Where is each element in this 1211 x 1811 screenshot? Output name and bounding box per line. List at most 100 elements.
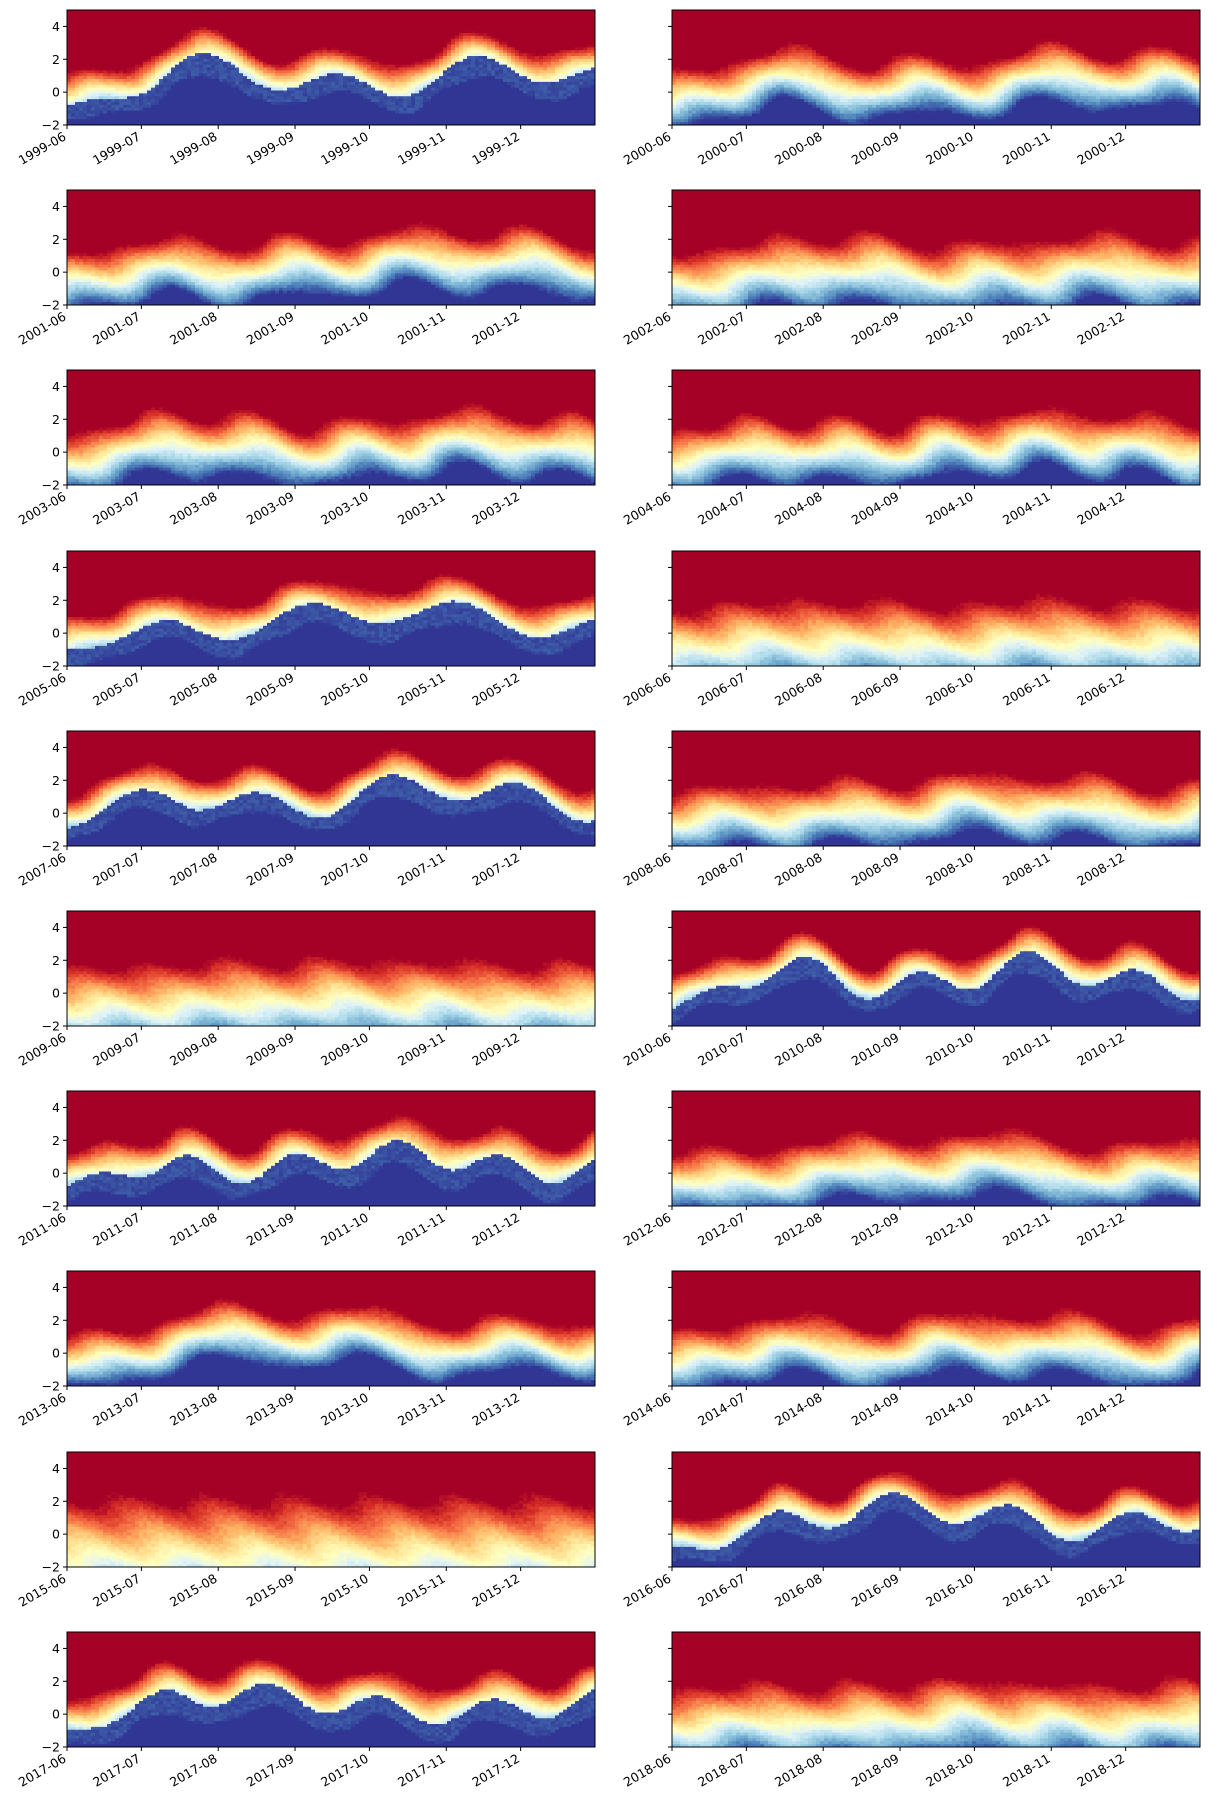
x-tick-label: 2000-12: [1074, 129, 1127, 168]
y-tick-label: 2: [52, 52, 60, 67]
x-tick-label: 2002-10: [923, 309, 976, 348]
heatmap-2012: [672, 1091, 1201, 1207]
x-tick-label: 1999-07: [90, 129, 143, 168]
panel-2000: 2000-06 2000-07 2000-08 2000-09 2000-10 2000-…: [621, 10, 1201, 168]
x-tick-label: 2018-09: [849, 1751, 902, 1790]
x-tick-label: 2004-10: [923, 489, 976, 528]
y-tick-label: 4: [52, 1280, 60, 1295]
x-tick-label: 2014-12: [1074, 1390, 1127, 1429]
heatmap-2014: [672, 1271, 1201, 1387]
x-tick-label: 2012-12: [1074, 1210, 1127, 1249]
x-tick-label: 2010-07: [695, 1030, 748, 1069]
x-tick-label: 2017-08: [167, 1751, 220, 1790]
x-tick-label: 1999-09: [244, 129, 297, 168]
y-tick-label: 4: [52, 920, 60, 935]
x-tick-label: 2001-11: [395, 309, 448, 348]
panel-2008: 2008-06 2008-07 2008-08 2008-09 2008-10 2008-…: [621, 731, 1201, 889]
x-tick-label: 2009-11: [395, 1030, 448, 1069]
y-tick-label: 4: [52, 740, 60, 755]
x-tick-label: 2017-11: [395, 1751, 448, 1790]
y-tick-label: 0: [52, 806, 60, 821]
x-tick-label: 2003-11: [395, 489, 448, 528]
x-tick-label: 2010-12: [1074, 1030, 1127, 1069]
x-tick-label: 2009-09: [244, 1030, 297, 1069]
heatmap-2007: [67, 731, 596, 847]
x-tick-label: 2018-10: [923, 1751, 976, 1790]
x-tick-label: 2003-10: [318, 489, 371, 528]
panel-2004: 2004-06 2004-07 2004-08 2004-09 2004-10 2004-…: [621, 370, 1201, 528]
x-tick-label: 2005-08: [167, 670, 220, 709]
x-tick-label: 2004-08: [772, 489, 825, 528]
x-tick-label: 2003-08: [167, 489, 220, 528]
x-tick-label: 2002-07: [695, 309, 748, 348]
x-tick-label: 2016-12: [1074, 1571, 1127, 1610]
x-tick-label: 2006-10: [923, 670, 976, 709]
x-tick-label: 2011-12: [469, 1210, 522, 1249]
panel-2002: 2002-06 2002-07 2002-08 2002-09 2002-10 2002-…: [621, 190, 1201, 348]
x-tick-label: 2014-08: [772, 1390, 825, 1429]
x-tick-label: 2009-08: [167, 1030, 220, 1069]
x-tick-label: 2007-10: [318, 850, 371, 889]
y-tick-label: 4: [52, 1100, 60, 1115]
x-tick-label: 2004-11: [1000, 489, 1053, 528]
panel-2016: 2016-06 2016-07 2016-08 2016-09 2016-10 2016-…: [621, 1452, 1201, 1610]
x-tick-label: 2000-11: [1000, 129, 1053, 168]
heatmap-2001: [67, 190, 596, 306]
x-tick-label: 2007-07: [90, 850, 143, 889]
x-tick-label: 2004-12: [1074, 489, 1127, 528]
x-tick-label: 2008-11: [1000, 850, 1053, 889]
x-tick-label: 2016-11: [1000, 1571, 1053, 1610]
panel-2018: 2018-06 2018-07 2018-08 2018-09 2018-10 2018-…: [621, 1632, 1201, 1790]
x-tick-label: 1999-10: [318, 129, 371, 168]
x-tick-label: 2002-06: [621, 309, 674, 348]
y-tick-label: 2: [52, 593, 60, 608]
x-tick-label: 2005-06: [16, 670, 69, 709]
x-tick-label: 2006-06: [621, 670, 674, 709]
y-tick-label: 0: [52, 1166, 60, 1181]
x-tick-label: 2018-06: [621, 1751, 674, 1790]
x-tick-label: 2013-08: [167, 1390, 220, 1429]
x-tick-label: 2017-06: [16, 1751, 69, 1790]
x-tick-label: 2009-10: [318, 1030, 371, 1069]
y-tick-label: 2: [52, 1494, 60, 1509]
x-tick-label: 2015-12: [469, 1571, 522, 1610]
y-tick-label: 2: [52, 232, 60, 247]
x-tick-label: 2015-07: [90, 1571, 143, 1610]
x-tick-label: 2001-07: [90, 309, 143, 348]
x-tick-label: 2015-11: [395, 1571, 448, 1610]
x-tick-label: 2014-07: [695, 1390, 748, 1429]
x-tick-label: 2011-06: [16, 1210, 69, 1249]
x-tick-label: 2011-08: [167, 1210, 220, 1249]
x-tick-label: 2002-08: [772, 309, 825, 348]
x-tick-label: 2008-07: [695, 850, 748, 889]
x-tick-label: 2000-09: [849, 129, 902, 168]
panel-2012: 2012-06 2012-07 2012-08 2012-09 2012-10 2012-…: [621, 1091, 1201, 1249]
y-tick-label: 0: [52, 1346, 60, 1361]
x-tick-label: 2011-11: [395, 1210, 448, 1249]
y-tick-label: 4: [52, 1641, 60, 1656]
x-tick-label: 2000-10: [923, 129, 976, 168]
x-tick-label: 2016-06: [621, 1571, 674, 1610]
x-tick-label: 2013-10: [318, 1390, 371, 1429]
x-tick-label: 2013-06: [16, 1390, 69, 1429]
heatmap-2006: [672, 551, 1201, 667]
x-tick-label: 1999-08: [167, 129, 220, 168]
x-tick-label: 2012-07: [695, 1210, 748, 1249]
x-tick-label: 2005-10: [318, 670, 371, 709]
x-tick-label: 2014-09: [849, 1390, 902, 1429]
x-tick-label: 2013-12: [469, 1390, 522, 1429]
x-tick-label: 1999-12: [469, 129, 522, 168]
y-tick-label: 4: [52, 379, 60, 394]
x-tick-label: 2008-10: [923, 850, 976, 889]
x-tick-label: 2012-10: [923, 1210, 976, 1249]
x-tick-label: 2018-07: [695, 1751, 748, 1790]
x-tick-label: 2014-06: [621, 1390, 674, 1429]
x-tick-label: 2012-06: [621, 1210, 674, 1249]
x-tick-label: 2006-08: [772, 670, 825, 709]
